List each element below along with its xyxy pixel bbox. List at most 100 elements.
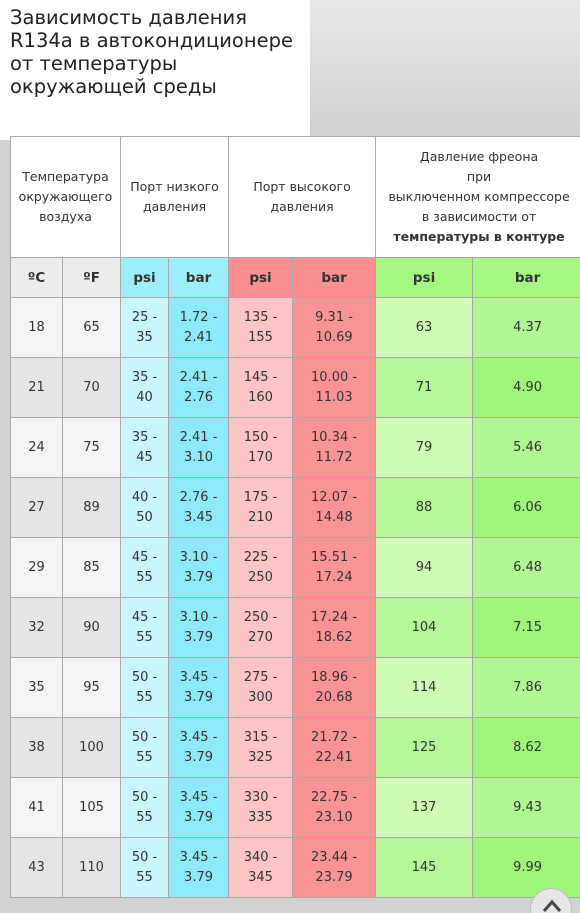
range-start: 3.45 - [179, 849, 218, 865]
cell-freon-bar: 6.48 [472, 537, 580, 598]
range-start: 250 - [243, 609, 278, 625]
table-row: 29 85 45 - 55 3.10 - 3.79 225 - 250 15.51 -… [10, 537, 580, 598]
cell-freon-psi: 145 [375, 837, 474, 898]
cell-celsius: 24 [10, 417, 63, 478]
table-row: 38 100 50 - 55 3.45 - 3.79 315 - 325 21.72 … [10, 717, 580, 778]
cell-high-bar: 12.07 - 14.48 [292, 477, 377, 538]
range-end: 17.24 [315, 569, 353, 585]
cell-fahrenheit: 75 [61, 417, 122, 478]
cell-high-psi: 225 - 250 [228, 537, 294, 598]
background-image [310, 0, 580, 140]
cell-high-psi: 330 - 335 [228, 777, 294, 838]
range-start: 10.34 - [311, 429, 358, 445]
cell-low-bar: 1.72 - 2.41 [168, 297, 230, 358]
cell-low-bar: 3.45 - 3.79 [168, 657, 230, 718]
table-row: 35 95 50 - 55 3.45 - 3.79 275 - 300 18.96 -… [10, 657, 580, 718]
cell-high-bar: 10.00 - 11.03 [292, 357, 377, 418]
range-start: 35 - [131, 369, 158, 385]
header-freon-bold: температуры в контуре [393, 229, 565, 244]
unit-high-psi: psi [228, 257, 294, 298]
range-end: 210 [248, 509, 273, 525]
cell-freon-bar: 4.37 [472, 297, 580, 358]
cell-celsius: 29 [10, 537, 63, 598]
cell-low-bar: 3.10 - 3.79 [168, 537, 230, 598]
unit-fahrenheit: ºF [61, 257, 122, 298]
range-start: 145 - [243, 369, 278, 385]
range-start: 330 - [243, 789, 278, 805]
cell-freon-bar: 8.62 [472, 717, 580, 778]
cell-low-psi: 50 - 55 [120, 717, 170, 778]
range-end: 3.79 [184, 689, 213, 705]
range-start: 50 - [131, 669, 158, 685]
cell-fahrenheit: 90 [61, 597, 122, 658]
range-end: 22.41 [315, 749, 353, 765]
range-start: 45 - [131, 549, 158, 565]
cell-celsius: 32 [10, 597, 63, 658]
cell-fahrenheit: 105 [61, 777, 122, 838]
range-end: 270 [248, 629, 273, 645]
header-freon-line: при [466, 169, 492, 184]
header-freon-line: выключенном компрессоре [388, 189, 570, 204]
cell-freon-psi: 94 [375, 537, 474, 598]
range-end: 325 [248, 749, 273, 765]
cell-freon-psi: 125 [375, 717, 474, 778]
range-end: 55 [136, 629, 153, 645]
cell-high-bar: 22.75 - 23.10 [292, 777, 377, 838]
range-end: 55 [136, 569, 153, 585]
cell-high-bar: 9.31 - 10.69 [292, 297, 377, 358]
cell-freon-psi: 79 [375, 417, 474, 478]
range-end: 10.69 [315, 329, 353, 345]
pressure-table: Температура окружающего воздуха Порт низ… [9, 136, 580, 898]
cell-freon-psi: 137 [375, 777, 474, 838]
header-high-port: Порт высокого давления [228, 136, 377, 258]
range-start: 50 - [131, 789, 158, 805]
cell-freon-psi: 63 [375, 297, 474, 358]
cell-freon-psi: 88 [375, 477, 474, 538]
cell-high-bar: 15.51 - 17.24 [292, 537, 377, 598]
range-start: 135 - [243, 309, 278, 325]
range-start: 18.96 - [311, 669, 358, 685]
range-end: 3.10 [184, 449, 213, 465]
range-start: 3.45 - [179, 669, 218, 685]
cell-fahrenheit: 70 [61, 357, 122, 418]
range-start: 12.07 - [311, 489, 358, 505]
range-start: 15.51 - [311, 549, 358, 565]
chevron-up-icon [542, 899, 562, 912]
range-start: 225 - [243, 549, 278, 565]
unit-freon-psi: psi [375, 257, 474, 298]
cell-low-bar: 3.45 - 3.79 [168, 777, 230, 838]
cell-low-psi: 50 - 55 [120, 777, 170, 838]
cell-low-psi: 45 - 55 [120, 537, 170, 598]
cell-celsius: 21 [10, 357, 63, 418]
range-end: 3.79 [184, 809, 213, 825]
cell-fahrenheit: 95 [61, 657, 122, 718]
cell-freon-bar: 9.99 [472, 837, 580, 898]
range-end: 14.48 [315, 509, 353, 525]
range-start: 340 - [243, 849, 278, 865]
range-end: 55 [136, 689, 153, 705]
cell-freon-bar: 4.90 [472, 357, 580, 418]
range-start: 3.45 - [179, 789, 218, 805]
cell-high-psi: 175 - 210 [228, 477, 294, 538]
cell-celsius: 18 [10, 297, 63, 358]
cell-high-bar: 23.44 - 23.79 [292, 837, 377, 898]
cell-low-bar: 2.41 - 2.76 [168, 357, 230, 418]
cell-high-psi: 250 - 270 [228, 597, 294, 658]
cell-high-bar: 21.72 - 22.41 [292, 717, 377, 778]
cell-freon-bar: 9.43 [472, 777, 580, 838]
range-end: 23.79 [315, 869, 353, 885]
cell-high-bar: 18.96 - 20.68 [292, 657, 377, 718]
header-freon-line: в зависимости от [421, 209, 537, 224]
cell-low-bar: 2.41 - 3.10 [168, 417, 230, 478]
cell-low-bar: 3.45 - 3.79 [168, 837, 230, 898]
cell-freon-bar: 7.86 [472, 657, 580, 718]
cell-freon-psi: 104 [375, 597, 474, 658]
cell-high-psi: 145 - 160 [228, 357, 294, 418]
range-end: 45 [136, 449, 153, 465]
cell-freon-psi: 114 [375, 657, 474, 718]
range-end: 3.79 [184, 869, 213, 885]
range-end: 250 [248, 569, 273, 585]
cell-low-psi: 50 - 55 [120, 657, 170, 718]
cell-low-psi: 35 - 40 [120, 357, 170, 418]
range-start: 3.10 - [179, 549, 218, 565]
